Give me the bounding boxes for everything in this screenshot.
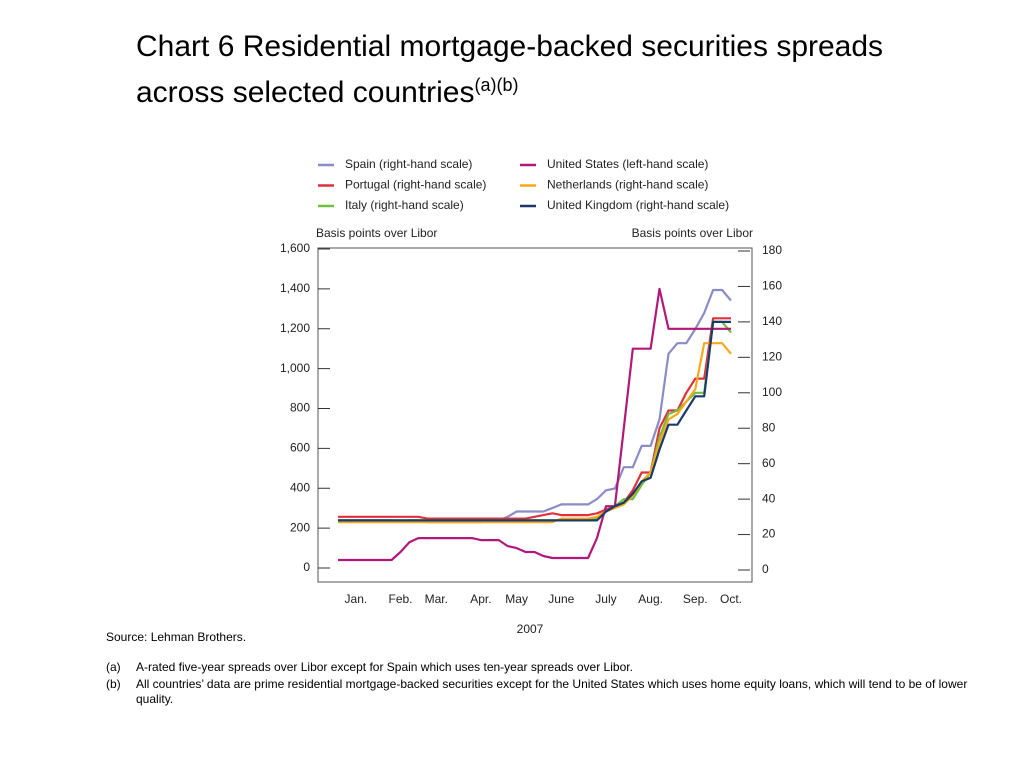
source: Source: Lehman Brothers. [106, 630, 247, 644]
plot-frame [317, 247, 753, 583]
x-tick-label: Sep. [683, 592, 708, 606]
y-tick-label: 1,600 [280, 241, 310, 255]
y-tick-label: 600 [290, 441, 310, 455]
y-tick-label: 1,000 [280, 361, 310, 375]
y2-tick-label: 140 [762, 314, 782, 328]
y2-tick-label: 180 [762, 243, 782, 257]
x-tick-label: Apr. [470, 592, 491, 606]
note-text: A-rated five-year spreads over Libor exc… [136, 660, 633, 674]
y-tick-label: 800 [290, 401, 310, 415]
title-block: Chart 6 Residential mortgage-backed secu… [136, 28, 936, 112]
y2-tick-label: 0 [762, 562, 769, 576]
y-tick-label: 1,200 [280, 321, 310, 335]
note-text: All countries’ data are prime residentia… [136, 677, 968, 706]
notes: (a) A-rated five-year spreads over Libor … [106, 660, 1006, 707]
y2-tick-label: 20 [762, 527, 776, 541]
x-tick-label: May [505, 592, 528, 606]
y-axis-label: Basis points over Libor [316, 226, 437, 240]
x-tick-label: Oct. [720, 592, 742, 606]
legend-label: Portugal (right-hand scale) [345, 178, 486, 192]
series-line [338, 288, 732, 524]
note: (a) A-rated five-year spreads over Libor … [106, 660, 1006, 675]
x-tick-label: Jan. [345, 592, 368, 606]
x-tick-label: Aug. [638, 592, 663, 606]
footnotes: Source: Lehman Brothers. (a) A-rated five… [106, 630, 1006, 707]
legend-label: Italy (right-hand scale) [345, 198, 464, 212]
series-line [338, 287, 731, 562]
y2-tick-label: 160 [762, 279, 782, 293]
note: (b) All countries’ data are prime residen… [106, 677, 1006, 707]
y2-tick-label: 120 [762, 350, 782, 364]
x-tick-label: Mar. [425, 592, 448, 606]
series-line [338, 317, 731, 520]
series-line [338, 320, 731, 522]
x-tick-label: July [595, 592, 616, 606]
y2-tick-label: 60 [762, 456, 776, 470]
y-tick-label: 400 [290, 480, 310, 494]
legend-label: Spain (right-hand scale) [345, 157, 472, 171]
x-tick-label: June [548, 592, 574, 606]
legend-label: United Kingdom (right-hand scale) [547, 198, 729, 212]
series-line [338, 342, 732, 524]
chart-title: Chart 6 Residential mortgage-backed secu… [136, 30, 884, 109]
note-marker: (b) [106, 677, 121, 691]
y-tick-label: 0 [303, 560, 310, 574]
legend-label: Netherlands (right-hand scale) [547, 178, 708, 192]
x-tick-label: Feb. [389, 592, 413, 606]
title-note: (a)(b) [474, 75, 519, 95]
y2-tick-label: 100 [762, 385, 782, 399]
y2-tick-label: 80 [762, 420, 776, 434]
note-marker: (a) [106, 660, 121, 674]
y-tick-label: 1,400 [280, 281, 310, 295]
legend-label: United States (left-hand scale) [547, 157, 708, 171]
y-tick-label: 200 [290, 520, 310, 534]
x-axis-label: 2007 [517, 622, 544, 636]
y2-axis-label: Basis points over Libor [632, 226, 753, 240]
y2-tick-label: 40 [762, 491, 776, 505]
series-line [338, 320, 732, 522]
